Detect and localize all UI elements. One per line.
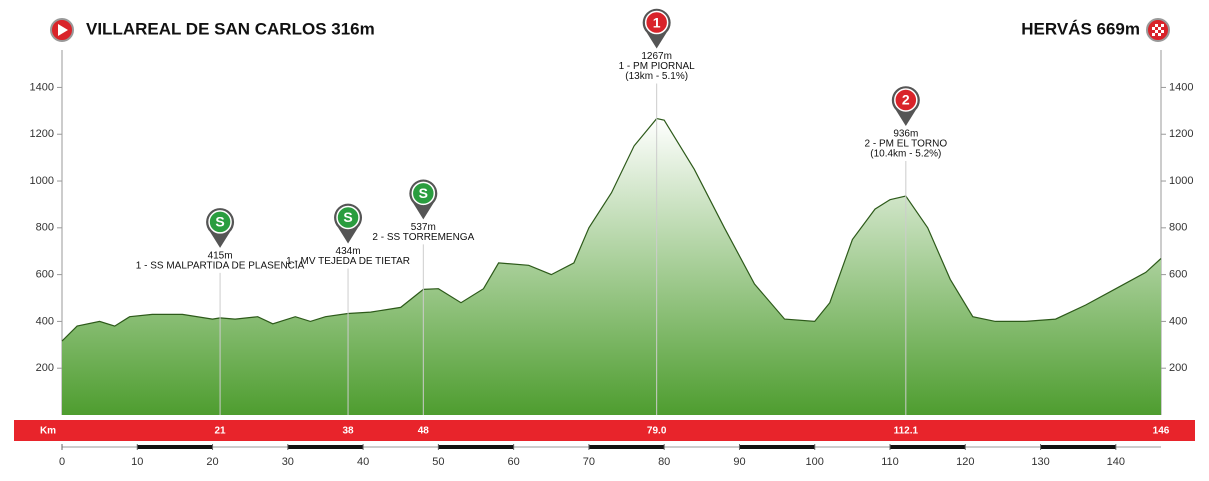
x-tick-label: 0 — [59, 456, 65, 468]
y-tick-label: 1200 — [30, 128, 54, 140]
x-tick-label: 30 — [282, 456, 294, 468]
pin-face — [336, 205, 360, 230]
finish-flag — [1152, 24, 1164, 36]
start-label: VILLAREAL DE SAN CARLOS 316m — [86, 19, 375, 38]
km-label: 79.0 — [647, 426, 667, 437]
km-label: 146 — [1153, 426, 1170, 437]
profile-line — [61, 117, 1162, 342]
scale-segment — [890, 445, 966, 449]
x-tick-label: 20 — [206, 456, 218, 468]
pin-icon: S — [419, 185, 428, 201]
y-tick-label-right: 200 — [1169, 362, 1187, 374]
x-tick-label: 50 — [432, 456, 444, 468]
y-tick-label-right: 1200 — [1169, 128, 1193, 140]
y-tick-label: 600 — [36, 269, 54, 281]
pin-face — [208, 210, 232, 234]
x-tick-label: 110 — [881, 456, 899, 468]
annotation-detail: (13km - 5.1%) — [625, 71, 688, 82]
y-tick-label: 200 — [36, 362, 54, 374]
y-tick-label-right: 600 — [1169, 269, 1187, 281]
km-bar-label: Km — [40, 426, 56, 437]
x-tick-label: 130 — [1031, 456, 1049, 468]
scale-segment — [739, 445, 815, 449]
y-tick-label-right: 1000 — [1169, 175, 1193, 187]
x-tick-label: 100 — [806, 456, 824, 468]
x-tick-label: 90 — [733, 456, 745, 468]
y-tick-label: 1400 — [30, 81, 54, 93]
finish-flag-checks — [1152, 24, 1164, 36]
annotation-elevation-label: 1267m — [641, 51, 672, 62]
y-tick-label-right: 800 — [1169, 222, 1187, 234]
x-tick-label: 60 — [508, 456, 520, 468]
start-icon-arrow — [58, 24, 68, 36]
x-tick-label: 140 — [1107, 456, 1125, 468]
profile-area — [62, 118, 1161, 415]
km-label: 21 — [215, 426, 227, 437]
pin-icon: 1 — [653, 14, 661, 30]
scale-segment — [287, 445, 364, 449]
scale-segment — [438, 445, 514, 449]
pin-face — [411, 181, 436, 206]
pin-face — [644, 10, 669, 35]
km-label: 38 — [342, 426, 354, 437]
pin-face — [894, 88, 918, 112]
annotation-elevation-label: 936m — [893, 129, 918, 140]
scale-segment — [137, 445, 213, 449]
annotation-detail: (10.4km - 5.2%) — [870, 149, 941, 160]
km-bar — [14, 420, 1195, 441]
y-tick-label-right: 1400 — [1169, 81, 1193, 93]
y-tick-label: 400 — [36, 315, 54, 327]
x-tick-label: 120 — [956, 456, 974, 468]
annotation-name: 2 - SS TORREMENGA — [372, 232, 474, 243]
x-tick-label: 10 — [131, 456, 143, 468]
annotation-name: 1 - SS MALPARTIDA DE PLASENCIA — [136, 261, 305, 272]
x-tick-label: 40 — [357, 456, 369, 468]
annotation-elevation-label: 537m — [411, 222, 436, 233]
y-tick-label-right: 400 — [1169, 315, 1187, 327]
finish-label: HERVÁS 669m — [1021, 19, 1140, 38]
scale-segment — [588, 445, 665, 449]
y-tick-label: 1000 — [30, 175, 54, 187]
pin-icon: S — [215, 214, 224, 230]
annotation-name: 2 - PM EL TORNO — [865, 139, 948, 150]
x-tick-label: 70 — [583, 456, 595, 468]
y-tick-label: 800 — [36, 222, 54, 234]
annotation-elevation-label: 434m — [336, 246, 361, 257]
annotation-name: 1 - PM PIORNAL — [619, 61, 696, 72]
km-label: 48 — [418, 426, 430, 437]
annotation-elevation-label: 415m — [208, 251, 233, 262]
x-tick-label: 80 — [658, 456, 670, 468]
pin-icon: 2 — [902, 92, 910, 108]
km-label: 112.1 — [894, 426, 919, 437]
scale-segment — [1040, 445, 1116, 449]
annotation-name: 1 - MV TEJEDA DE TIETAR — [286, 256, 410, 267]
pin-icon: S — [343, 209, 352, 225]
